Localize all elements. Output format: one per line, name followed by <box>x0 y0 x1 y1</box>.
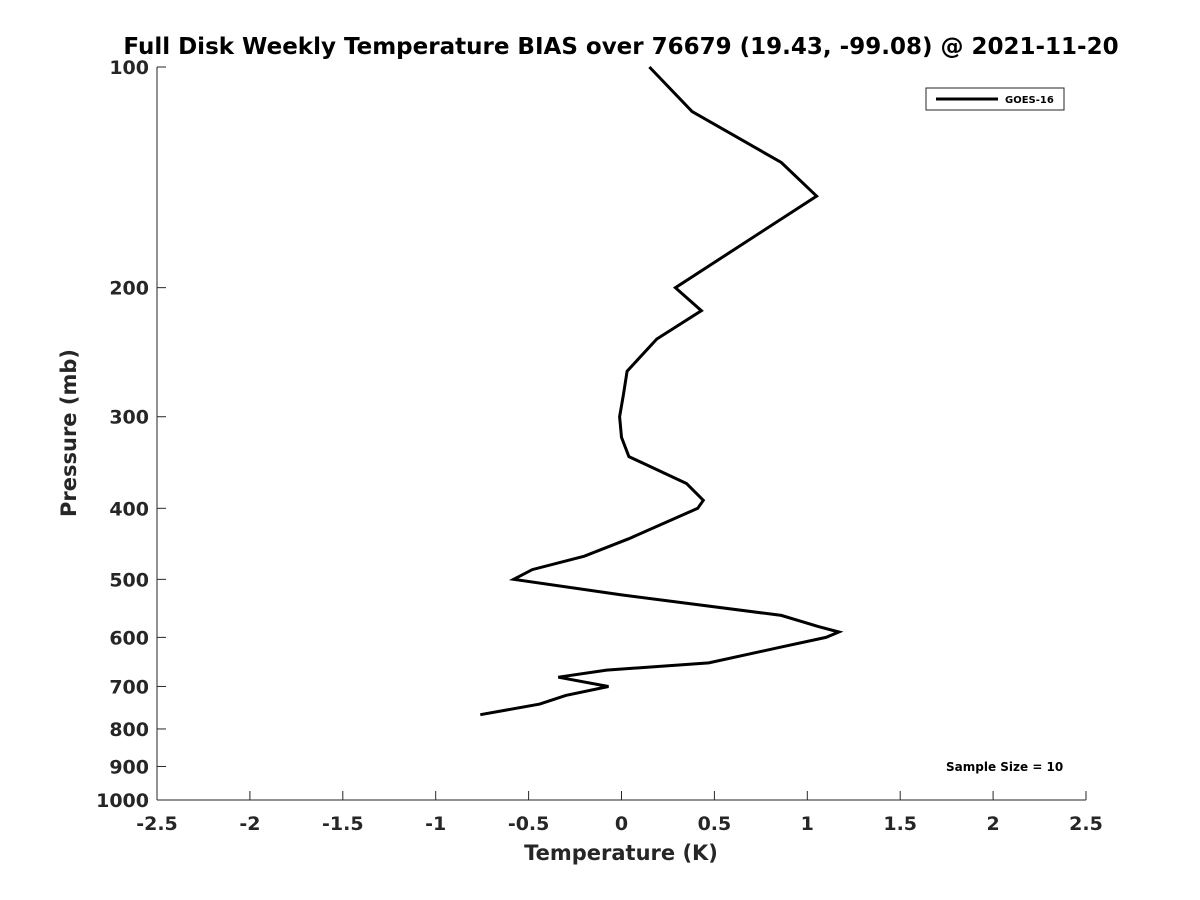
chart-title: Full Disk Weekly Temperature BIAS over 7… <box>123 34 1118 60</box>
x-tick-label: -2 <box>239 813 260 835</box>
y-axis-ticks: 100 200 300 400 500 600 700 800 900 1000 <box>96 57 166 812</box>
x-tick-label: 2 <box>986 813 999 835</box>
y-axis-label: Pressure (mb) <box>57 349 81 517</box>
y-tick-label: 600 <box>109 627 149 649</box>
legend-label: GOES-16 <box>1005 95 1054 106</box>
x-tick-label: 0 <box>615 813 628 835</box>
x-tick-label: -1.5 <box>322 813 364 835</box>
y-tick-label: 900 <box>109 756 149 778</box>
y-tick-label: 400 <box>109 498 149 520</box>
x-tick-label: 1 <box>801 813 814 835</box>
x-tick-label: -0.5 <box>508 813 550 835</box>
x-tick-label: -1 <box>425 813 446 835</box>
sample-size-annotation: Sample Size = 10 <box>946 760 1063 774</box>
y-tick-label: 1000 <box>96 790 149 812</box>
x-axis-label: Temperature (K) <box>524 841 718 865</box>
legend: GOES-16 <box>925 87 1065 111</box>
x-tick-label: -2.5 <box>136 813 178 835</box>
y-tick-label: 300 <box>109 407 149 429</box>
x-tick-label: 0.5 <box>698 813 732 835</box>
x-axis-ticks: -2.5 -2 -1.5 -1 -0.5 0 0.5 1 1.5 2 2.5 <box>136 791 1103 835</box>
y-tick-label: 100 <box>109 57 149 79</box>
x-tick-label: 2.5 <box>1069 813 1103 835</box>
y-tick-label: 700 <box>109 676 149 698</box>
x-tick-label: 1.5 <box>883 813 917 835</box>
y-tick-label: 200 <box>109 278 149 300</box>
y-tick-label: 500 <box>109 569 149 591</box>
y-tick-label: 800 <box>109 719 149 741</box>
series-line-goes-16 <box>480 65 844 717</box>
